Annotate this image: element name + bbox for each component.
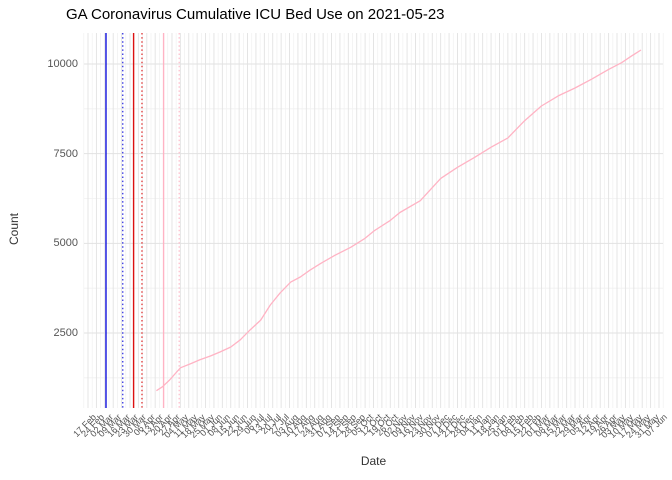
- y-tick-label: 10000: [47, 58, 78, 70]
- series-line: [156, 49, 642, 392]
- event-vlines: [105, 33, 180, 408]
- major-gridlines: [84, 33, 663, 408]
- icu-cumulative-line: [156, 49, 642, 392]
- y-tick-label: 5000: [53, 237, 78, 250]
- y-tick-label: 2500: [53, 327, 78, 339]
- y-axis-title: Count: [7, 212, 21, 246]
- chart-title: GA Coronavirus Cumulative ICU Bed Use on…: [66, 6, 445, 23]
- y-tick-label: 7500: [53, 147, 78, 160]
- x-axis-title: Date: [360, 454, 387, 468]
- minor-gridlines: [83, 33, 664, 408]
